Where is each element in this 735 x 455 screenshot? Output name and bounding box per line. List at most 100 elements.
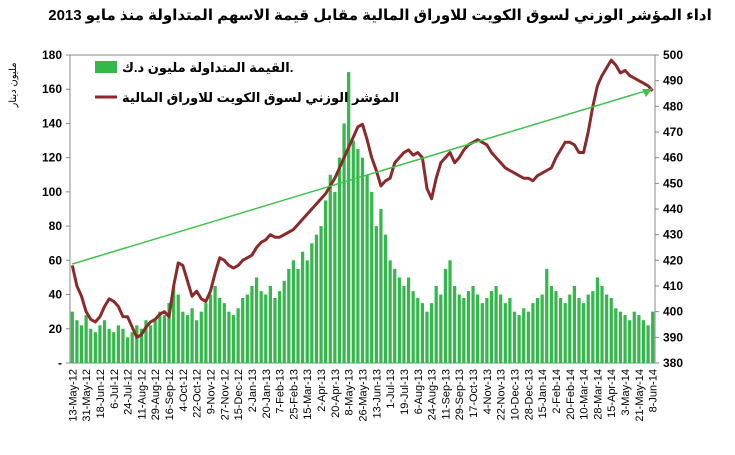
bar	[651, 311, 655, 363]
bar	[195, 320, 199, 363]
y-tick-label: 160	[42, 82, 62, 96]
x-tick-label: 29-Aug-12	[150, 369, 162, 420]
bar	[139, 328, 144, 363]
x-tick-label: 8-May-13	[344, 369, 356, 415]
x-tick-label: 20-Jan-13	[261, 369, 273, 419]
bar	[291, 260, 296, 363]
x-tick-label: 6-Jul-12	[109, 369, 121, 409]
bar	[107, 328, 111, 363]
bar	[153, 320, 157, 363]
bar	[204, 303, 208, 363]
bar	[213, 286, 217, 363]
y2-tick-label: 470	[663, 125, 683, 139]
bar	[89, 328, 93, 363]
y2-tick-label: 440	[663, 202, 683, 216]
bar	[360, 157, 365, 363]
x-tick-label: 19-Jul-13	[399, 369, 411, 415]
trend-line	[72, 88, 653, 265]
x-tick-label: 13-Jun-13	[371, 369, 383, 419]
bar	[508, 297, 512, 363]
bar	[453, 286, 457, 363]
bar	[471, 286, 475, 363]
bar	[485, 297, 489, 363]
x-tick-label: 22-Oct-12	[192, 369, 204, 418]
bar	[623, 315, 627, 363]
bar	[517, 315, 521, 363]
bar	[351, 140, 355, 363]
x-tick-label: 15-Mar-13	[302, 369, 314, 420]
bar	[443, 268, 448, 363]
y-tick-label: 80	[49, 219, 63, 233]
bar	[181, 311, 185, 363]
bar	[112, 332, 116, 363]
y2-tick-label: 410	[663, 279, 683, 293]
bar	[268, 286, 272, 363]
y-tick-label: 100	[42, 185, 62, 199]
bar	[98, 325, 102, 363]
bar	[199, 311, 203, 363]
bar	[254, 277, 259, 363]
bar	[476, 294, 480, 363]
bar	[646, 325, 650, 363]
bar	[245, 294, 249, 363]
y2-tick-label: 420	[663, 253, 683, 267]
bar	[379, 209, 383, 363]
bar	[296, 268, 300, 363]
x-tick-label: 22-Nov-13	[496, 369, 508, 420]
y2-tick-label: 390	[663, 330, 683, 344]
bar	[388, 260, 392, 363]
bar	[324, 200, 328, 363]
bar	[148, 325, 153, 363]
x-tick-label: 10-Mar-14	[579, 369, 591, 420]
bar	[347, 72, 351, 363]
bar	[222, 303, 226, 363]
x-tick-label: 8-Jun-14	[648, 369, 660, 412]
bar	[264, 294, 268, 363]
bar	[102, 320, 107, 363]
y2-tick-label: 500	[663, 48, 683, 62]
bar	[609, 297, 613, 363]
x-tick-label: 9-Nov-12	[205, 369, 217, 414]
bar	[116, 325, 120, 363]
bar	[489, 291, 494, 363]
bar	[462, 297, 466, 363]
bar	[121, 328, 125, 363]
x-tick-label: 3-May-14	[620, 369, 632, 415]
bar	[75, 320, 79, 363]
bar	[425, 311, 429, 363]
legend-label: القيمة المتداولة مليون د.ك.	[122, 60, 293, 75]
bar	[333, 191, 337, 363]
y2-tick-label: 430	[663, 228, 683, 242]
bar	[190, 308, 194, 363]
x-tick-label: 4-Nov-13	[482, 369, 494, 414]
x-tick-label: 15-Jan-14	[537, 369, 549, 419]
bar	[600, 286, 604, 363]
x-tick-label: 16-Sep-12	[164, 369, 176, 420]
y-tick-label: 180	[42, 48, 62, 62]
y-tick-label: 140	[42, 116, 62, 130]
x-tick-label: 20-Feb-14	[565, 369, 577, 420]
y2-tick-label: 460	[663, 151, 683, 165]
bar	[370, 191, 374, 363]
x-tick-label: 11-Aug-12	[136, 369, 148, 420]
bar	[277, 291, 282, 363]
bar	[273, 297, 277, 363]
y-tick-label: 40	[49, 288, 63, 302]
x-tick-label: 26-May-13	[358, 369, 370, 422]
bar	[342, 123, 346, 363]
x-tick-label: 1-Jul-13	[385, 369, 397, 409]
x-tick-label: 18-Jun-12	[95, 369, 107, 419]
bar	[595, 277, 600, 363]
bar	[374, 226, 378, 363]
bar	[135, 325, 139, 363]
bar	[577, 297, 581, 363]
bar	[167, 303, 171, 363]
bar	[572, 286, 577, 363]
y2-tick-label: 480	[663, 99, 683, 113]
bar	[591, 291, 595, 363]
line	[70, 58, 654, 339]
bar	[70, 311, 74, 363]
y-tick-label: 60	[49, 253, 63, 267]
legend-swatch	[95, 61, 117, 73]
